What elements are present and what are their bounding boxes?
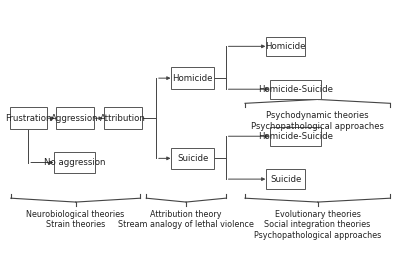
- Text: Suicide: Suicide: [270, 175, 301, 183]
- FancyBboxPatch shape: [266, 169, 305, 189]
- FancyBboxPatch shape: [172, 67, 214, 89]
- FancyBboxPatch shape: [104, 108, 142, 129]
- Text: Evolutionary theories
Social integration theories
Psychopathological approaches: Evolutionary theories Social integration…: [254, 210, 381, 240]
- Text: Homicide: Homicide: [266, 42, 306, 51]
- FancyBboxPatch shape: [266, 37, 305, 56]
- Text: Suicide: Suicide: [177, 154, 208, 163]
- FancyBboxPatch shape: [172, 148, 214, 169]
- Text: No aggression: No aggression: [44, 158, 106, 167]
- Text: Homicide-Suicide: Homicide-Suicide: [258, 132, 333, 141]
- Text: Frustration: Frustration: [5, 114, 52, 123]
- FancyBboxPatch shape: [270, 80, 320, 99]
- Text: Attribution: Attribution: [100, 114, 146, 123]
- Text: Homicide-Suicide: Homicide-Suicide: [258, 85, 333, 94]
- FancyBboxPatch shape: [54, 152, 95, 173]
- FancyBboxPatch shape: [270, 126, 320, 146]
- Text: Psychodynamic theories
Psychopathological approaches: Psychodynamic theories Psychopathologica…: [251, 111, 384, 131]
- Text: Homicide: Homicide: [172, 74, 213, 83]
- FancyBboxPatch shape: [10, 108, 46, 129]
- Text: Aggression: Aggression: [51, 114, 98, 123]
- Text: Neurobiological theories
Strain theories: Neurobiological theories Strain theories: [26, 210, 125, 230]
- FancyBboxPatch shape: [56, 108, 94, 129]
- Text: Attribution theory
Stream analogy of lethal violence: Attribution theory Stream analogy of let…: [118, 210, 254, 230]
